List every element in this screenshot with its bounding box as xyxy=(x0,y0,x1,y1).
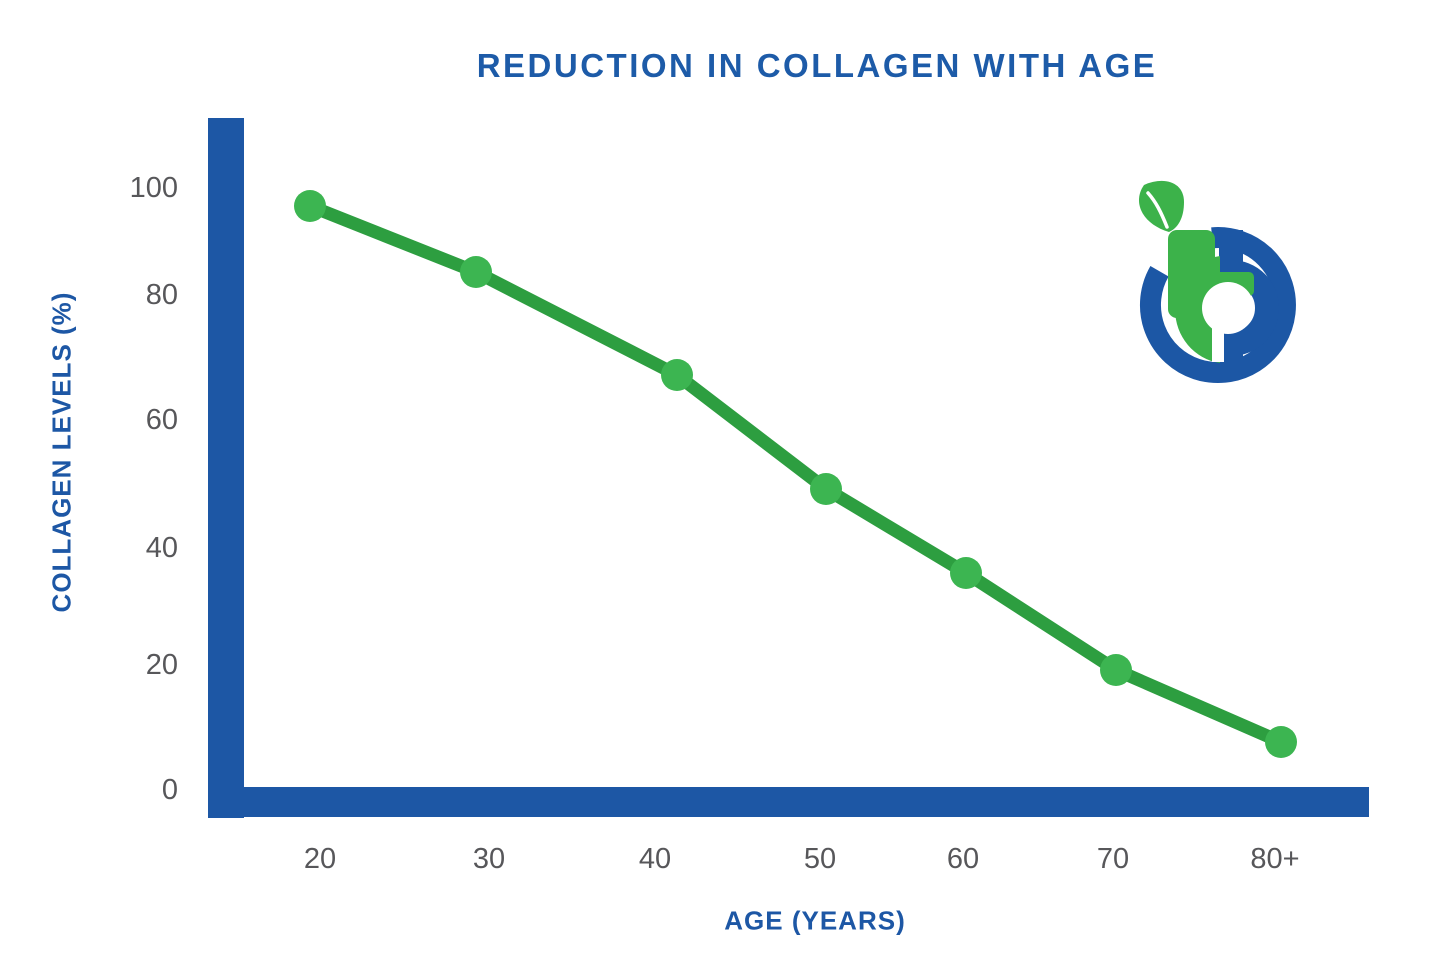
data-point-marker xyxy=(950,557,982,589)
data-point-marker xyxy=(1265,726,1297,758)
tb-leaf-circle-logo-icon xyxy=(1138,180,1296,384)
data-point-marker xyxy=(1100,654,1132,686)
data-point-marker xyxy=(810,473,842,505)
y-tick-label: 60 xyxy=(145,404,178,436)
logo-leaf-vein xyxy=(1146,191,1169,229)
data-point-marker xyxy=(661,359,693,391)
x-axis-line xyxy=(208,787,1369,817)
y-tick-label: 80 xyxy=(145,279,178,311)
x-tick-label: 20 xyxy=(303,843,337,875)
data-point-marker xyxy=(294,190,326,222)
x-tick-label: 80+ xyxy=(1250,843,1300,875)
logo-b-counter xyxy=(1202,282,1254,334)
x-tick-label: 60 xyxy=(946,843,980,875)
x-axis-title: AGE (YEARS) xyxy=(724,905,906,936)
x-tick-label: 30 xyxy=(472,843,506,875)
logo-outer-ring xyxy=(1139,227,1296,384)
y-tick-label: 40 xyxy=(145,532,178,564)
x-tick-label: 40 xyxy=(638,843,672,875)
chart-title: REDUCTION IN COLLAGEN WITH AGE xyxy=(476,47,1158,84)
y-tick-label: 0 xyxy=(161,774,178,806)
x-tick-label: 70 xyxy=(1096,843,1130,875)
data-point-marker xyxy=(460,256,492,288)
x-tick-label: 50 xyxy=(803,843,837,875)
y-axis-line xyxy=(208,118,244,818)
logo-split-gap xyxy=(1212,318,1224,362)
logo-leaf-icon xyxy=(1138,180,1184,232)
y-tick-label: 100 xyxy=(129,172,178,204)
y-tick-label: 20 xyxy=(145,649,178,681)
